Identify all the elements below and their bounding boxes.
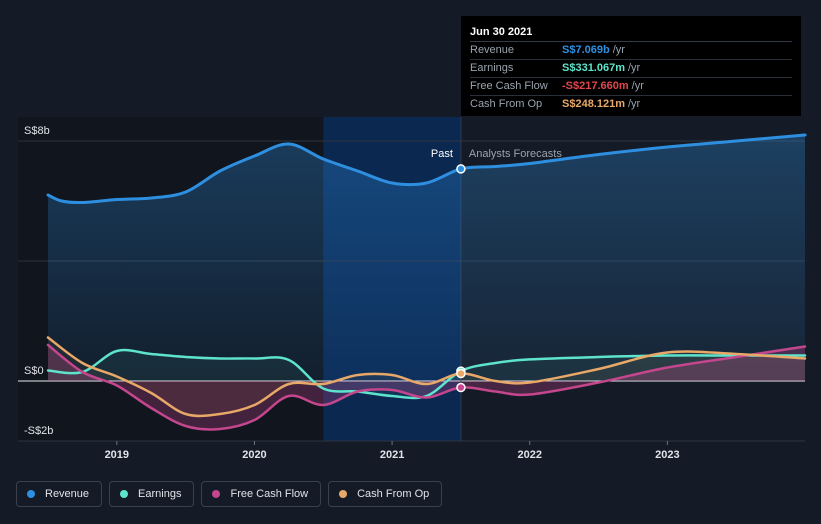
tooltip-row-cash-from-op: Cash From Op S$248.121m /yr bbox=[470, 96, 792, 113]
tooltip-unit: /yr bbox=[628, 62, 641, 74]
x-tick-label: 2020 bbox=[242, 449, 266, 461]
legend-dot-icon bbox=[339, 490, 348, 498]
tooltip-label: Earnings bbox=[470, 62, 514, 74]
legend-dot-icon bbox=[120, 490, 129, 498]
y-tick-label: -S$2b bbox=[24, 425, 53, 437]
series-area-revenue bbox=[48, 135, 805, 381]
tooltip-label: Cash From Op bbox=[470, 98, 543, 110]
tooltip-row-earnings: Earnings S$331.067m /yr bbox=[470, 60, 792, 78]
series-line-earnings bbox=[46, 348, 807, 400]
x-tick-label: 2023 bbox=[655, 449, 679, 461]
series-line-revenue bbox=[46, 133, 807, 205]
legend-item-cash-from-op[interactable]: Cash From Op bbox=[328, 481, 443, 507]
current-point-marker bbox=[456, 368, 466, 379]
x-tick-label: 2019 bbox=[105, 449, 129, 461]
legend-item-revenue[interactable]: Revenue bbox=[16, 481, 103, 507]
tooltip-label: Revenue bbox=[470, 44, 515, 56]
legend-item-earnings[interactable]: Earnings bbox=[109, 481, 195, 507]
legend-label: Earnings bbox=[138, 488, 182, 500]
current-point-marker bbox=[456, 164, 466, 174]
y-tick-label: S$0 bbox=[24, 365, 44, 377]
legend-item-free-cash-flow[interactable]: Free Cash Flow bbox=[201, 481, 322, 507]
x-tick-label: 2021 bbox=[380, 449, 404, 461]
series-area-cash-from-op bbox=[48, 337, 805, 416]
legend-label: Revenue bbox=[45, 488, 90, 500]
series-line-free-cash-flow bbox=[46, 343, 807, 431]
series-line-cash-from-op bbox=[46, 336, 807, 418]
tooltip-label: Free Cash Flow bbox=[470, 80, 548, 92]
legend-label: Free Cash Flow bbox=[230, 488, 309, 500]
tooltip-unit: /yr bbox=[631, 80, 644, 92]
legend-label: Cash From Op bbox=[357, 488, 430, 500]
tooltip-value: S$331.067m bbox=[562, 62, 625, 74]
tooltip-value: S$248.121m bbox=[562, 98, 625, 110]
tooltip-row-free-cash-flow: Free Cash Flow -S$217.660m /yr bbox=[470, 78, 792, 96]
tooltip-unit: /yr bbox=[628, 98, 641, 110]
legend-dot-icon bbox=[27, 490, 35, 498]
y-tick-label: S$8b bbox=[24, 125, 50, 137]
x-tick-label: 2022 bbox=[517, 449, 541, 461]
legend-dot-icon bbox=[212, 490, 221, 498]
tooltip-value: S$7.069b bbox=[562, 44, 610, 56]
tooltip-value: -S$217.660m bbox=[562, 80, 629, 92]
past-label: Past bbox=[431, 148, 453, 160]
tooltip: Jun 30 2021 Revenue S$7.069b /yr Earning… bbox=[461, 16, 801, 116]
tooltip-date: Jun 30 2021 bbox=[470, 24, 792, 42]
forecast-label: Analysts Forecasts bbox=[469, 148, 562, 160]
series-area-free-cash-flow bbox=[48, 345, 805, 430]
tooltip-unit: /yr bbox=[612, 44, 625, 56]
current-point-marker bbox=[456, 382, 466, 393]
tooltip-row-revenue: Revenue S$7.069b /yr bbox=[470, 42, 792, 60]
legend: Revenue Earnings Free Cash Flow Cash Fro… bbox=[16, 481, 443, 507]
series-area-earnings bbox=[48, 350, 805, 399]
